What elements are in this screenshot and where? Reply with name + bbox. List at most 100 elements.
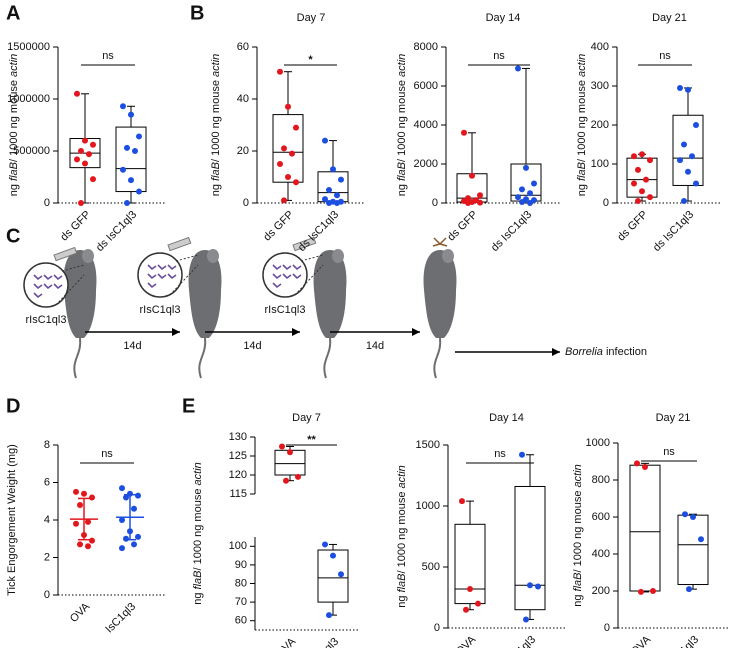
- significance-label: ns: [101, 448, 113, 460]
- mouse-tail: [198, 337, 207, 379]
- data-point: [85, 518, 91, 525]
- data-point: [681, 198, 687, 205]
- data-point: [685, 86, 691, 93]
- y-tick-label: 500000: [13, 145, 50, 157]
- y-tick-label: 1000: [416, 500, 440, 512]
- y-tick-label: 0: [432, 197, 438, 209]
- mouse: [423, 250, 457, 338]
- data-point: [77, 541, 83, 548]
- data-point: [463, 606, 469, 613]
- data-point: [477, 192, 483, 199]
- protein: [167, 273, 177, 280]
- y-tick-label: 120: [229, 469, 247, 481]
- mouse: [313, 250, 347, 338]
- box: [272, 114, 304, 183]
- y-label-part: ng: [192, 589, 204, 604]
- data-point: [322, 541, 328, 548]
- data-point: [693, 122, 699, 128]
- y-label-part: flaB: [8, 162, 20, 181]
- data-point: [467, 585, 473, 592]
- y-label-part: Tick Engorgement Weight (mg): [6, 444, 18, 596]
- data-point: [124, 200, 130, 206]
- mouse-ear: [82, 249, 94, 263]
- data-point: [78, 148, 84, 154]
- y-axis-label: ng flaB/ 1000 ng mouse actin: [576, 54, 588, 197]
- data-point: [73, 520, 79, 527]
- data-point: [322, 137, 328, 144]
- y-tick-label: 4000: [414, 119, 438, 131]
- y-label-part: actin: [572, 464, 584, 487]
- syringe: [292, 236, 317, 252]
- data-point: [523, 616, 529, 623]
- protein: [147, 273, 157, 280]
- significance-label: ns: [663, 446, 675, 458]
- x-tick-label: IsC1ql3: [306, 636, 341, 648]
- data-point: [326, 612, 332, 619]
- data-point: [635, 198, 641, 205]
- y-axis-label: ng flaB/ 1000 ng mouse actin: [396, 54, 408, 197]
- y-tick-label: 0: [243, 197, 249, 209]
- data-point: [647, 157, 653, 164]
- data-point: [326, 187, 332, 193]
- data-point: [689, 153, 695, 160]
- data-point: [465, 200, 471, 206]
- data-point: [693, 180, 699, 187]
- data-point: [647, 194, 653, 201]
- y-tick-label: 300: [591, 80, 609, 92]
- y-tick-label: 1000: [586, 437, 610, 449]
- y-label-part: actin: [192, 462, 204, 485]
- y-label-part: / 1000 ng mouse: [396, 77, 408, 162]
- data-point: [515, 194, 521, 201]
- data-point: [461, 129, 467, 136]
- x-tick-label: OVA: [629, 633, 654, 648]
- significance-label: **: [307, 434, 316, 446]
- data-point: [89, 537, 95, 544]
- y-tick-label: 115: [229, 488, 247, 500]
- data-point: [85, 543, 91, 550]
- y-axis-label: ng flaB/ 1000 ng mouse actin: [572, 464, 584, 607]
- box: [626, 157, 658, 198]
- inset-guide: [294, 264, 324, 296]
- data-point: [527, 582, 533, 589]
- y-label-part: ng: [210, 181, 222, 196]
- protein: [53, 274, 63, 281]
- y-tick-label: 70: [235, 596, 247, 608]
- data-point: [643, 176, 649, 183]
- data-point: [515, 65, 521, 72]
- protein: [167, 264, 177, 271]
- data-point: [135, 492, 141, 499]
- y-tick-label: 500: [422, 561, 440, 573]
- data-point: [285, 103, 291, 110]
- protein: [43, 283, 53, 290]
- y-tick-label: 400: [592, 548, 610, 560]
- data-point: [281, 145, 287, 152]
- x-tick-label: ds GFP: [445, 209, 480, 244]
- data-point: [686, 586, 692, 593]
- significance-label: ns: [659, 50, 671, 62]
- y-tick-label: 4: [44, 514, 50, 526]
- y-label-part: ng: [576, 181, 588, 196]
- x-tick-label: ds GFP: [58, 209, 93, 244]
- y-label-part: actin: [8, 54, 20, 77]
- y-tick-label: 0: [603, 197, 609, 209]
- data-point: [338, 571, 344, 578]
- arrow-head: [292, 328, 300, 336]
- mouse-tail: [73, 337, 82, 379]
- protein: [292, 264, 302, 271]
- data-point: [635, 166, 641, 173]
- y-label-part: / 1000 ng mouse: [572, 487, 584, 572]
- significance-label: ns: [102, 50, 114, 62]
- data-point: [519, 199, 525, 206]
- data-point: [334, 192, 340, 199]
- y-label-part: flaB: [210, 162, 222, 181]
- data-point: [90, 141, 96, 148]
- data-point: [685, 168, 691, 175]
- y-tick-label: 8000: [414, 41, 438, 53]
- interval-label: 14d: [366, 340, 384, 352]
- data-point: [131, 505, 137, 512]
- data-point: [124, 144, 130, 151]
- data-point: [642, 464, 648, 471]
- y-label-part: ng: [572, 591, 584, 606]
- y-tick-label: 8: [44, 439, 50, 451]
- data-point: [89, 494, 95, 501]
